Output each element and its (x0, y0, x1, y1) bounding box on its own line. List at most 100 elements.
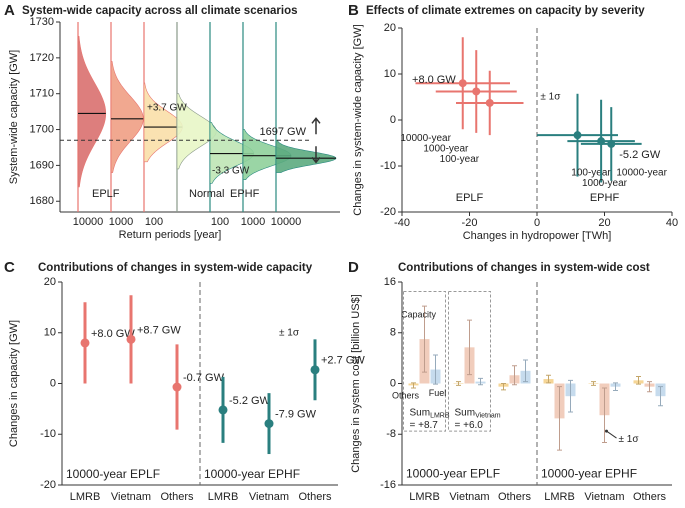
x-tick-label: Others (298, 491, 332, 503)
error-bar (647, 381, 652, 393)
value-label: -5.2 GW (619, 149, 661, 161)
point (310, 365, 320, 375)
panel-letter: A (4, 2, 15, 19)
group-label: EPHF (230, 188, 260, 200)
group-label: 10000-year EPHF (541, 466, 637, 480)
point (607, 139, 616, 148)
chart-title: Effects of climate extremes on capacity … (366, 5, 645, 17)
point (218, 405, 228, 415)
value-label: +2.7 GW (321, 355, 365, 367)
y-tick-label: 0 (50, 377, 56, 389)
x-tick-label: 1000 (241, 216, 265, 228)
y-tick-label: 1730 (30, 16, 54, 28)
error-bar (568, 379, 573, 413)
sum-text: Sum (455, 407, 476, 418)
error-bar (602, 387, 607, 443)
y-tick-label: 0 (390, 377, 396, 389)
point (80, 338, 90, 348)
x-tick-label: 40 (666, 217, 678, 229)
error-bar (433, 354, 438, 385)
series-label: 10000-year EPLF (66, 467, 160, 481)
x-tick-label: LMRB (409, 491, 440, 503)
chart-title: System-wide capacity across all climate … (22, 5, 298, 17)
error-bar (467, 319, 472, 376)
series-label: Others (392, 391, 420, 401)
group-label: EPLF (92, 188, 120, 200)
x-axis-label: Return periods [year] (119, 229, 222, 241)
y-tick-label: -20 (380, 206, 396, 218)
x-tick-label: 100 (145, 216, 163, 228)
x-tick-label: Others (498, 491, 532, 503)
sum-value: = +6.0 (455, 420, 484, 431)
panel-letter: D (348, 259, 359, 276)
sum-value: = +8.7 (410, 420, 439, 431)
x-tick-label: LMRB (70, 491, 101, 503)
arrows (311, 117, 321, 164)
y-tick-label: 10 (384, 68, 396, 80)
highlight-box (403, 291, 446, 432)
x-tick-label: Others (160, 491, 194, 503)
error-bar (557, 386, 562, 451)
x-tick-label: 1000 (109, 216, 133, 228)
x-axis-label: Changes in hydropower [TWh] (463, 230, 612, 242)
violin (77, 36, 107, 188)
y-tick-label: 1690 (30, 159, 54, 171)
x-tick-label: Vietnam (111, 491, 151, 503)
highlight-box (448, 291, 491, 432)
x-tick-label: Others (633, 491, 667, 503)
sum-label: SumVietnam (455, 407, 501, 419)
panel-letter: C (4, 259, 15, 276)
value-label: -0.7 GW (183, 372, 225, 384)
value-label: -7.9 GW (275, 408, 317, 420)
y-tick-label: 20 (384, 22, 396, 34)
annotation: ± 1σ (540, 92, 561, 103)
x-tick-label: 10000 (271, 216, 302, 228)
y-tick-label: 16 (384, 276, 396, 288)
chart-title: Contributions of changes in system-wide … (38, 262, 313, 274)
x-tick-label: 20 (598, 217, 610, 229)
sum-text: Sum (410, 407, 431, 418)
value-label: +8.7 GW (137, 324, 181, 336)
error-bar (546, 374, 551, 384)
group-label: EPLF (456, 192, 484, 204)
y-tick-label: 1700 (30, 123, 54, 135)
value-label: +8.0 GW (91, 328, 135, 340)
y-axis-label: Changes in system-wide capacity [GW] (352, 24, 364, 215)
point-label: 1000-year (423, 144, 469, 155)
point (485, 98, 494, 107)
violin (110, 61, 144, 173)
error-bar (658, 386, 663, 407)
panel-letter: B (348, 2, 359, 19)
x-tick-label: LMRB (208, 491, 239, 503)
y-tick-label: -10 (380, 160, 396, 172)
x-tick-label: Vietnam (584, 491, 624, 503)
series-label: 10000-year EPHF (204, 467, 300, 481)
group-label: 10000-year EPLF (406, 466, 500, 480)
y-tick-label: -8 (386, 428, 396, 440)
x-tick-label: -20 (462, 217, 478, 229)
y-tick-label: 0 (390, 114, 396, 126)
point (573, 131, 582, 140)
error-bar (478, 377, 483, 386)
y-tick-label: 20 (44, 276, 56, 288)
x-tick-label: Vietnam (249, 491, 289, 503)
y-tick-label: -10 (40, 428, 56, 440)
error-bar (523, 359, 528, 383)
point-label: 10000-year (616, 168, 667, 179)
value-label: +8.0 GW (412, 74, 456, 86)
y-tick-label: 8 (390, 327, 396, 339)
series-label: Capacity (401, 309, 437, 319)
point (264, 419, 274, 429)
annotation: +3.7 GW (147, 103, 187, 114)
annotation: ± 1σ (279, 327, 300, 338)
reference-label: 1697 GW (260, 126, 307, 138)
y-tick-label: 1720 (30, 52, 54, 64)
group-label: EPHF (590, 192, 620, 204)
x-tick-label: Vietnam (449, 491, 489, 503)
point-label: 1000-year (582, 178, 628, 189)
sum-sub: Vietnam (475, 413, 501, 420)
x-tick-label: LMRB (544, 491, 575, 503)
point-label: 100-year (440, 154, 480, 165)
y-tick-label: -16 (380, 479, 396, 491)
